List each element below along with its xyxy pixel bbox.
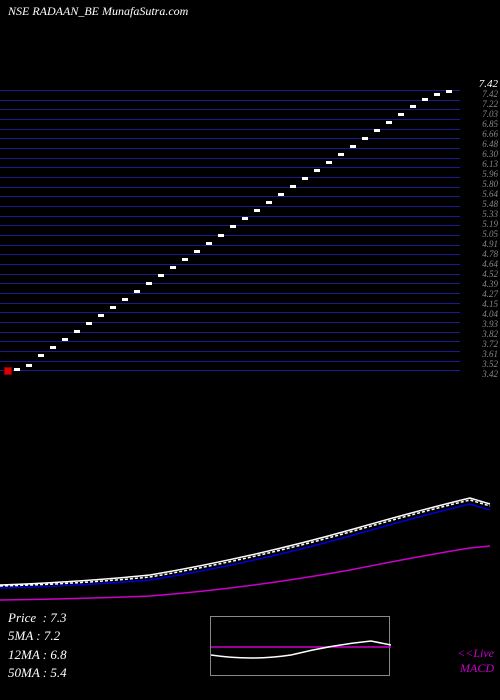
candle bbox=[290, 185, 296, 188]
y-label: 4.78 bbox=[482, 249, 498, 259]
y-label: 3.82 bbox=[482, 329, 498, 339]
marker-icon bbox=[4, 367, 12, 375]
chart-title: NSE RADAAN_BE MunafaSutra.com bbox=[8, 4, 188, 19]
y-label: 5.96 bbox=[482, 169, 498, 179]
candle bbox=[422, 98, 428, 101]
y-label: 7.22 bbox=[482, 99, 498, 109]
y-label: 4.52 bbox=[482, 269, 498, 279]
price-row: Price : 7.3 bbox=[8, 609, 67, 627]
y-label: 7.03 bbox=[482, 109, 498, 119]
y-label: 3.61 bbox=[482, 349, 498, 359]
candle bbox=[86, 322, 92, 325]
y-label: 6.13 bbox=[482, 159, 498, 169]
chart-container: NSE RADAAN_BE MunafaSutra.com 7.427.427.… bbox=[0, 0, 500, 700]
candle bbox=[278, 193, 284, 196]
y-label: 6.85 bbox=[482, 119, 498, 129]
y-label: 5.48 bbox=[482, 199, 498, 209]
candle bbox=[374, 129, 380, 132]
ma5-value: 7.2 bbox=[44, 628, 60, 643]
price-value: 7.3 bbox=[50, 610, 66, 625]
candle bbox=[230, 225, 236, 228]
ma12-row: 12MA : 6.8 bbox=[8, 646, 67, 664]
candle bbox=[62, 338, 68, 341]
candle bbox=[218, 234, 224, 237]
candle bbox=[266, 201, 272, 204]
candle bbox=[98, 314, 104, 317]
ma50-label: 50MA bbox=[8, 665, 40, 680]
candle bbox=[386, 121, 392, 124]
candle bbox=[302, 177, 308, 180]
ma-lines bbox=[0, 400, 500, 630]
indicator-chart: Price : 7.3 5MA : 7.2 12MA : 6.8 50MA : … bbox=[0, 400, 500, 700]
y-label: 5.33 bbox=[482, 209, 498, 219]
candle bbox=[182, 258, 188, 261]
info-box: Price : 7.3 5MA : 7.2 12MA : 6.8 50MA : … bbox=[8, 609, 67, 682]
y-label: 3.52 bbox=[482, 359, 498, 369]
candle bbox=[314, 169, 320, 172]
y-label: 6.30 bbox=[482, 149, 498, 159]
y-label: 4.27 bbox=[482, 289, 498, 299]
candle bbox=[350, 145, 356, 148]
macd-label: <<Live MACD bbox=[457, 646, 494, 676]
price-label: Price bbox=[8, 610, 36, 625]
candle bbox=[326, 161, 332, 164]
candle bbox=[110, 306, 116, 309]
candle bbox=[338, 153, 344, 156]
y-label: 4.64 bbox=[482, 259, 498, 269]
ma50-row: 50MA : 5.4 bbox=[8, 664, 67, 682]
candle bbox=[446, 90, 452, 93]
y-label: 3.93 bbox=[482, 319, 498, 329]
y-axis-labels: 7.427.427.227.036.856.666.486.306.135.96… bbox=[460, 90, 498, 380]
macd-text: MACD bbox=[457, 661, 494, 676]
candle bbox=[26, 364, 32, 367]
candle bbox=[134, 290, 140, 293]
y-label: 4.15 bbox=[482, 299, 498, 309]
ma-line-ma5 bbox=[0, 500, 490, 586]
candles bbox=[0, 90, 460, 380]
y-label: 5.05 bbox=[482, 229, 498, 239]
y-label: 5.19 bbox=[482, 219, 498, 229]
candle bbox=[38, 354, 44, 357]
ma12-value: 6.8 bbox=[50, 647, 66, 662]
inset-lines bbox=[211, 617, 391, 677]
y-label: 6.48 bbox=[482, 139, 498, 149]
candle bbox=[14, 368, 20, 371]
candle bbox=[398, 113, 404, 116]
y-label: 4.91 bbox=[482, 239, 498, 249]
inset-line-1 bbox=[211, 641, 391, 658]
candle bbox=[74, 330, 80, 333]
ma-line-ma12 bbox=[0, 504, 490, 588]
macd-inset bbox=[210, 616, 390, 676]
ma12-label: 12MA bbox=[8, 647, 40, 662]
ma50-value: 5.4 bbox=[50, 665, 66, 680]
y-label: 4.04 bbox=[482, 309, 498, 319]
candle bbox=[50, 346, 56, 349]
candle bbox=[206, 242, 212, 245]
y-label: 7.42 bbox=[482, 89, 498, 99]
candle bbox=[146, 282, 152, 285]
y-label: 6.66 bbox=[482, 129, 498, 139]
ma-line-ma50 bbox=[0, 546, 490, 600]
y-label: 5.64 bbox=[482, 189, 498, 199]
candle bbox=[122, 298, 128, 301]
candle bbox=[194, 250, 200, 253]
candle bbox=[434, 93, 440, 96]
ma5-label: 5MA bbox=[8, 628, 33, 643]
price-chart: 7.427.427.227.036.856.666.486.306.135.96… bbox=[0, 90, 500, 380]
y-label: 3.72 bbox=[482, 339, 498, 349]
candle bbox=[158, 274, 164, 277]
ma5-row: 5MA : 7.2 bbox=[8, 627, 67, 645]
macd-live: <<Live bbox=[457, 646, 494, 661]
candle bbox=[242, 217, 248, 220]
ma-line-price bbox=[0, 498, 490, 585]
candle bbox=[170, 266, 176, 269]
candle bbox=[254, 209, 260, 212]
y-label: 5.80 bbox=[482, 179, 498, 189]
y-label: 4.39 bbox=[482, 279, 498, 289]
candle bbox=[362, 137, 368, 140]
candle bbox=[410, 105, 416, 108]
y-label: 3.42 bbox=[482, 369, 498, 379]
